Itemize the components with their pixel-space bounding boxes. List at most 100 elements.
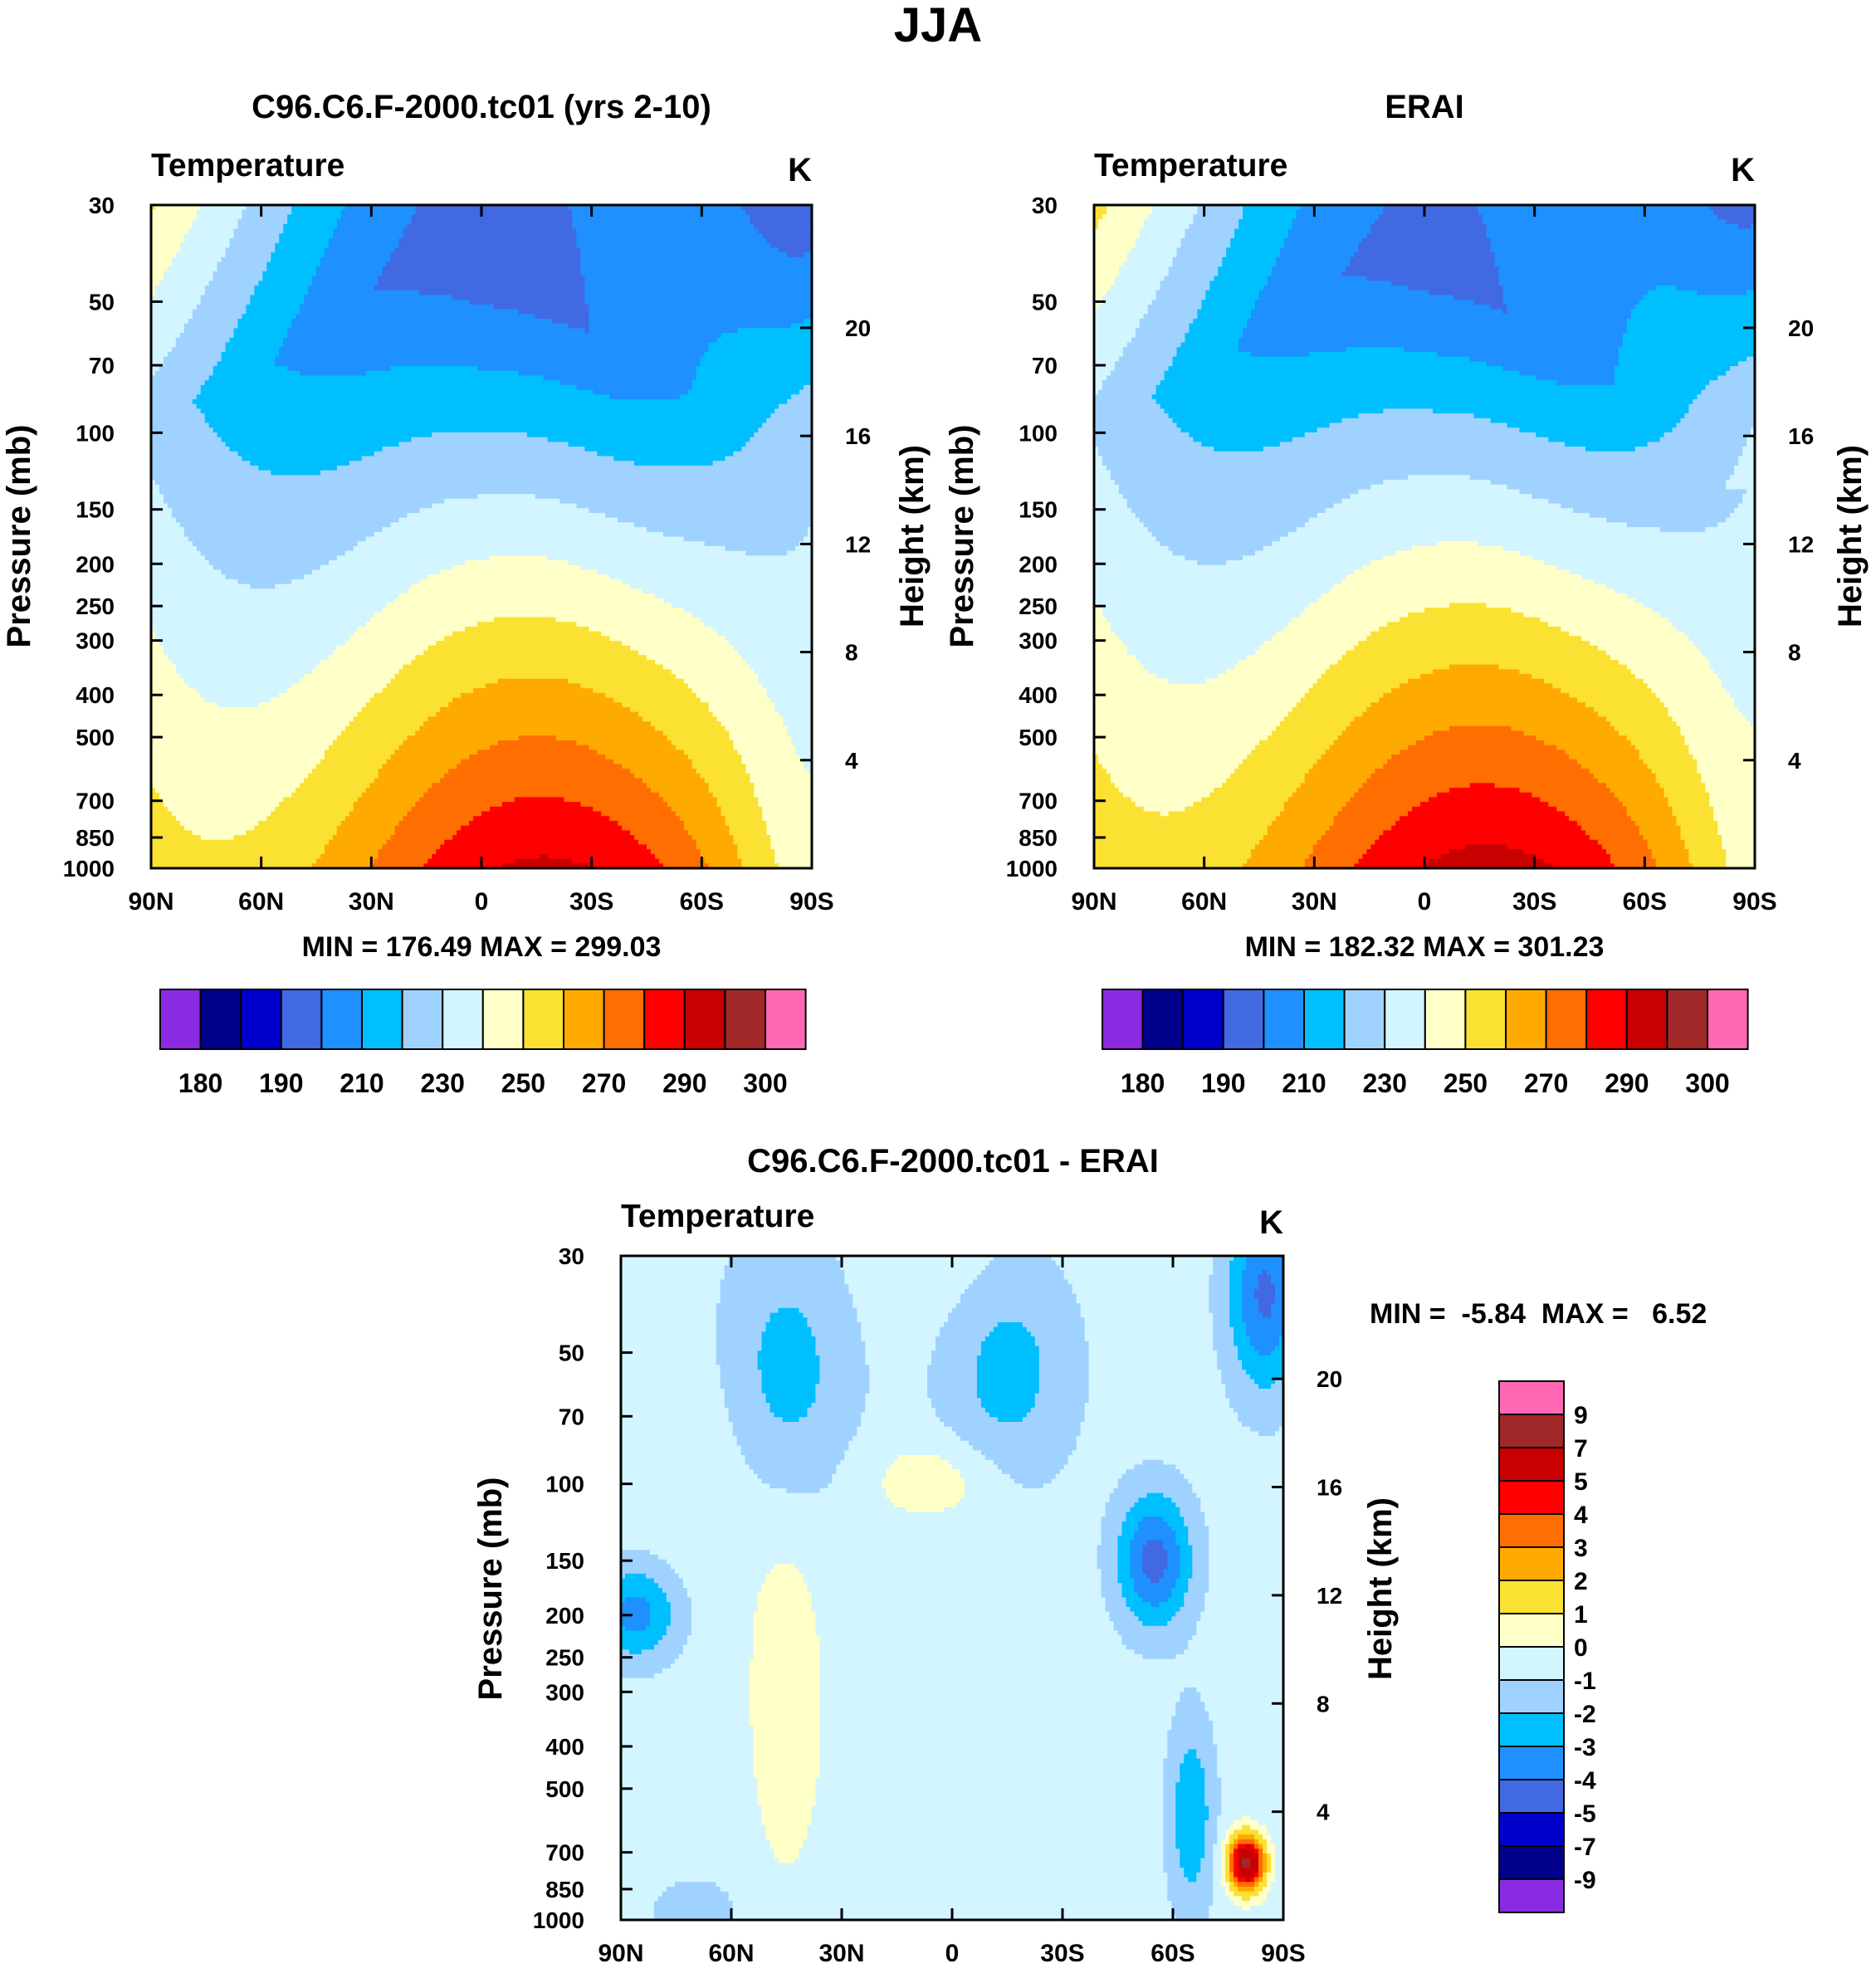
contour-cell xyxy=(518,309,589,315)
contour-cell xyxy=(1577,697,1661,703)
contour-cell xyxy=(151,631,156,637)
contour-cell xyxy=(1498,266,1755,272)
contour-cell xyxy=(1247,858,1306,864)
contour-cell xyxy=(815,1630,1119,1636)
contour-cell xyxy=(1147,527,1297,533)
contour-cell xyxy=(151,792,160,798)
contour-cell xyxy=(1242,1307,1259,1314)
contour-cell xyxy=(151,716,354,722)
contour-cell xyxy=(1151,531,1289,538)
contour-cell xyxy=(666,1592,688,1599)
contour-cell xyxy=(1747,442,1755,447)
contour-cell xyxy=(1094,839,1260,846)
y-tick-label: 1000 xyxy=(63,856,115,882)
contour-cell xyxy=(390,252,581,258)
contour-cell xyxy=(151,764,317,769)
colorbar-box xyxy=(724,989,767,1050)
contour-cell xyxy=(621,1668,663,1674)
contour-cell xyxy=(1097,447,1214,452)
contour-cell xyxy=(1519,550,1755,556)
x-tick-label: 0 xyxy=(1418,888,1432,916)
contour-cell xyxy=(1163,1768,1180,1774)
colorbar-box xyxy=(361,989,403,1050)
contour-cell xyxy=(853,1293,961,1300)
colorbar-box xyxy=(199,989,242,1050)
contour-cell xyxy=(1094,669,1149,675)
contour-cell xyxy=(497,740,578,746)
contour-cell xyxy=(151,361,164,367)
contour-cell xyxy=(728,1891,1168,1897)
contour-cell xyxy=(1569,692,1657,699)
contour-cell xyxy=(948,1317,1086,1323)
contour-cell xyxy=(621,1683,750,1688)
contour-cell xyxy=(645,1573,680,1580)
contour-cell xyxy=(1185,337,1239,344)
contour-cell xyxy=(761,1588,809,1594)
contour-cell xyxy=(1094,494,1124,500)
contour-cell xyxy=(415,655,647,661)
y2-tick-label: 20 xyxy=(1788,315,1814,341)
y2-tick-label: 8 xyxy=(1317,1691,1330,1717)
contour-cell xyxy=(1126,1516,1144,1522)
contour-cell xyxy=(436,849,652,855)
contour-cell xyxy=(621,1422,734,1428)
colorbar-label: -5 xyxy=(1574,1800,1596,1828)
contour-cell xyxy=(811,1606,1107,1613)
contour-cell xyxy=(1217,1360,1243,1366)
contour-cell xyxy=(634,835,693,841)
contour-cell xyxy=(1238,1350,1259,1356)
colorbar-box xyxy=(1498,1679,1565,1714)
contour-cell xyxy=(886,1473,961,1480)
contour-cell xyxy=(1747,437,1755,442)
contour-cell xyxy=(1308,769,1375,774)
contour-cell xyxy=(1213,1721,1283,1726)
contour-cell xyxy=(1229,1270,1243,1276)
contour-cell xyxy=(1647,844,1686,850)
contour-cell xyxy=(1370,773,1595,779)
colorbar-label: -2 xyxy=(1574,1701,1596,1728)
contour-cell xyxy=(151,489,160,495)
contour-cell xyxy=(1379,697,1578,703)
contour-cell xyxy=(275,584,413,589)
contour-cell xyxy=(1581,574,1755,580)
contour-cell xyxy=(1676,820,1718,827)
contour-cell xyxy=(931,1398,982,1404)
contour-cell xyxy=(1130,1606,1180,1613)
contour-cell xyxy=(1275,1872,1283,1878)
contour-cell xyxy=(229,337,284,344)
contour-cell xyxy=(1142,1516,1164,1522)
contour-cell xyxy=(1196,1754,1218,1760)
contour-cell xyxy=(758,797,812,803)
contour-cell xyxy=(1726,484,1755,491)
contour-cell xyxy=(568,560,812,566)
contour-cell xyxy=(1051,1478,1119,1484)
contour-cell xyxy=(266,261,321,267)
contour-cell xyxy=(1296,209,1384,216)
contour-cell xyxy=(1420,674,1532,680)
contour-cell xyxy=(1067,1279,1209,1285)
contour-cell xyxy=(1267,1824,1283,1831)
contour-cell xyxy=(1271,1868,1276,1873)
contour-cell xyxy=(1209,1545,1283,1551)
contour-cell xyxy=(1201,797,1289,803)
contour-cell xyxy=(621,1891,663,1897)
contour-cell xyxy=(1544,858,1611,864)
contour-cell xyxy=(1126,1597,1144,1603)
contour-cell xyxy=(1168,266,1219,272)
contour-cell xyxy=(848,1440,970,1447)
contour-cell xyxy=(287,688,384,694)
contour-cell xyxy=(1192,1488,1283,1494)
contour-cell xyxy=(682,1649,755,1655)
contour-cell xyxy=(1094,447,1099,452)
contour-cell xyxy=(1163,1569,1180,1575)
colorbar-label: 9 xyxy=(1574,1402,1588,1429)
contour-cell xyxy=(691,384,804,391)
contour-cell xyxy=(1279,247,1359,253)
contour-cell xyxy=(1569,755,1640,760)
contour-cell xyxy=(621,1901,655,1907)
contour-cell xyxy=(1622,342,1755,348)
contour-cell xyxy=(390,256,581,263)
contour-cell xyxy=(761,1379,820,1385)
contour-cell xyxy=(369,783,432,789)
contour-cell xyxy=(815,1616,1111,1622)
